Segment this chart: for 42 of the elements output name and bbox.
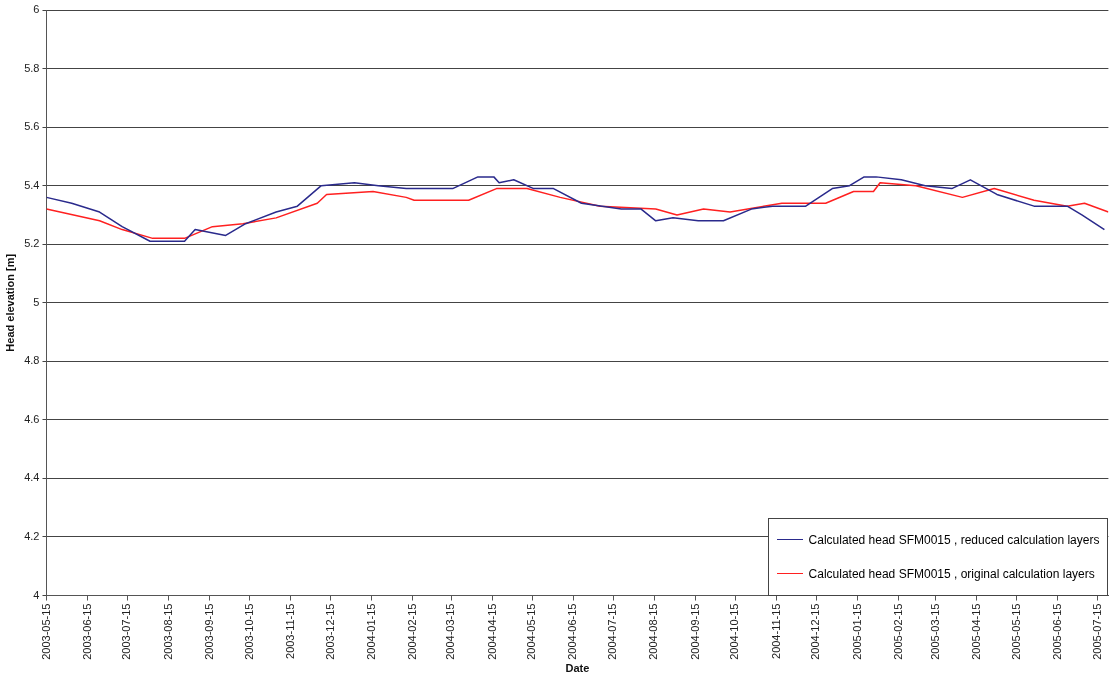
y-tick-label: 5.4 bbox=[24, 178, 40, 191]
x-tick-label: 2005-05-15 bbox=[1009, 603, 1022, 660]
x-tick-label: 2004-04-15 bbox=[485, 603, 498, 660]
x-tick-label: 2004-11-15 bbox=[769, 603, 782, 659]
x-tick-label: 2004-10-15 bbox=[728, 603, 741, 660]
x-tick-label: 2004-08-15 bbox=[647, 603, 660, 660]
y-tick-label: 4.6 bbox=[24, 412, 40, 425]
x-tick-label: 2003-08-15 bbox=[161, 603, 174, 660]
x-tick-label: 2004-09-15 bbox=[688, 603, 701, 660]
x-tick-label: 2004-07-15 bbox=[606, 603, 619, 660]
x-tick-label: 2005-03-15 bbox=[928, 603, 941, 660]
legend-label: Calculated head SFM0015 , reduced calculation layers bbox=[808, 532, 1100, 547]
x-tick-label: 2004-12-15 bbox=[809, 603, 822, 660]
x-tick-label: 2003-11-15 bbox=[283, 603, 296, 659]
legend-label: Calculated head SFM0015 , original calculation layers bbox=[808, 566, 1095, 581]
x-tick-label: 2003-07-15 bbox=[120, 603, 133, 660]
y-tick-label: 5.8 bbox=[24, 61, 40, 74]
y-tick-label: 5.2 bbox=[24, 237, 40, 250]
x-tick-label: 2004-05-15 bbox=[525, 603, 538, 660]
y-tick-label: 4.4 bbox=[24, 471, 40, 484]
x-tick-label: 2005-06-15 bbox=[1050, 603, 1063, 660]
y-tick-label: 4.8 bbox=[24, 354, 40, 367]
y-tick-label: 4 bbox=[33, 588, 40, 601]
x-tick-label: 2003-12-15 bbox=[323, 603, 336, 660]
x-tick-label: 2005-01-15 bbox=[850, 603, 863, 660]
x-tick-label: 2003-10-15 bbox=[242, 603, 255, 660]
x-tick-label: 2005-07-15 bbox=[1090, 603, 1103, 660]
y-tick-label: 4.2 bbox=[24, 530, 40, 543]
y-tick-label: 6 bbox=[33, 3, 40, 16]
x-tick-label: 2005-02-15 bbox=[891, 603, 904, 660]
y-axis-title: Head elevation [m] bbox=[3, 253, 16, 352]
x-tick-label: 2003-09-15 bbox=[202, 603, 215, 660]
y-tick-label: 5.6 bbox=[24, 120, 40, 133]
x-tick-label: 2004-06-15 bbox=[566, 603, 579, 660]
y-tick-label: 5 bbox=[33, 295, 40, 308]
x-tick-label: 2003-05-15 bbox=[39, 603, 52, 660]
x-tick-label: 2003-06-15 bbox=[80, 603, 93, 660]
x-tick-label: 2004-01-15 bbox=[364, 603, 377, 660]
x-tick-label: 2005-04-15 bbox=[970, 603, 983, 660]
x-tick-label: 2004-03-15 bbox=[444, 603, 457, 660]
x-axis-title: Date bbox=[565, 662, 590, 675]
x-tick-label: 2004-02-15 bbox=[405, 603, 418, 660]
